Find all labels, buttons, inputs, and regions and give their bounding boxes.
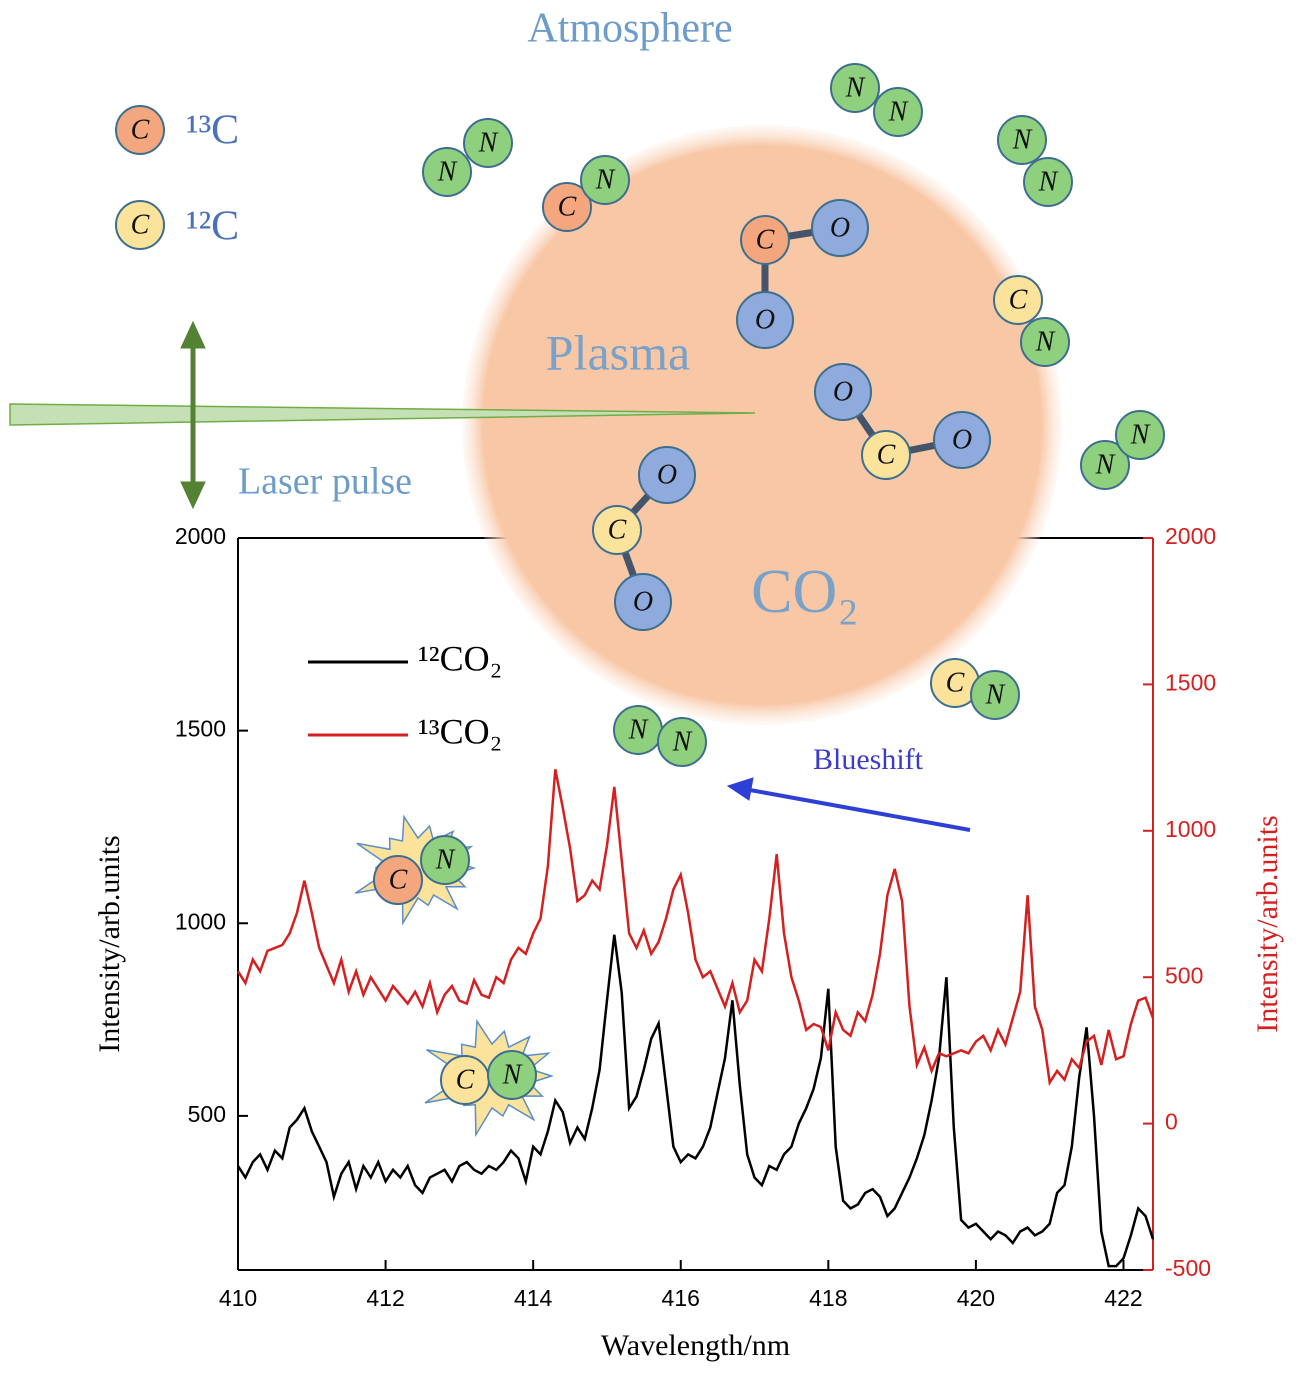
atom-label: N [1038, 166, 1059, 197]
atom-label: C [131, 209, 150, 240]
atom-label: N [985, 679, 1006, 710]
atom-label: O [755, 304, 775, 335]
atom-label: N [1035, 326, 1056, 357]
y2-tick-label: 1000 [1165, 816, 1216, 842]
laser-label: Laser pulse [238, 461, 412, 503]
atom-label: C [389, 864, 408, 895]
atom-label: O [833, 376, 853, 407]
x-tick-label: 410 [219, 1285, 257, 1311]
x-tick-label: 414 [514, 1285, 553, 1311]
y2-tick-label: 0 [1165, 1109, 1178, 1135]
blueshift-label: Blueshift [813, 743, 924, 776]
atom-label: O [830, 212, 850, 243]
atom-label: C [1009, 284, 1028, 315]
atmosphere-label: Atmosphere [527, 6, 732, 52]
atom-label: N [595, 164, 616, 195]
y2-tick-label: -500 [1165, 1255, 1211, 1281]
x-axis-title: Wavelength/nm [601, 1329, 790, 1362]
x-tick-label: 418 [809, 1285, 847, 1311]
y2-tick-label: 500 [1165, 962, 1203, 988]
atom-label: N [1130, 419, 1151, 450]
y-tick-label: 1000 [175, 908, 226, 934]
figure: 410 412 414 416 418 420 422 500 1000 1500 2000 -500… [0, 0, 1300, 1380]
x-tick-label: 422 [1104, 1285, 1142, 1311]
legend-13c: ¹³C [186, 108, 239, 154]
atom-label: C [877, 439, 896, 470]
atom-label: N [672, 726, 693, 757]
legend-label: ¹³CO₂ [418, 711, 502, 751]
atom-label: C [131, 114, 150, 145]
atom-label: N [437, 156, 458, 187]
y-axis-title: Intensity/arb.units [93, 835, 126, 1052]
atom-label: C [456, 1064, 475, 1095]
atom-label: C [558, 191, 577, 222]
legend-12c: ¹²C [186, 204, 239, 250]
plasma-label: Plasma [546, 324, 690, 380]
atom-label: N [845, 72, 866, 103]
y-tick-label: 500 [188, 1101, 226, 1127]
y-tick-label: 1500 [175, 716, 226, 742]
x-tick-label: 412 [366, 1285, 404, 1311]
atom-label: N [1095, 449, 1116, 480]
atom-label: N [435, 844, 456, 875]
x-tick-label: 416 [662, 1285, 700, 1311]
atom-label: O [952, 424, 972, 455]
y2-axis-title: Intensity/arb.units [1251, 815, 1284, 1032]
atom-label: C [608, 514, 627, 545]
atom-label: N [502, 1059, 523, 1090]
atom-label: N [628, 714, 649, 745]
atom-label: N [478, 127, 499, 158]
atom-label: C [756, 224, 775, 255]
atom-label: N [888, 96, 909, 127]
atom-label: O [633, 586, 653, 617]
y-tick-label: 2000 [175, 523, 226, 549]
y2-tick-label: 2000 [1165, 523, 1216, 549]
legend-label: ¹²CO₂ [418, 638, 502, 678]
atom-label: O [657, 459, 677, 490]
series-line [238, 769, 1153, 1082]
co2-label: CO₂ [751, 558, 859, 626]
x-tick-label: 420 [957, 1285, 995, 1311]
atom-label: N [1012, 124, 1033, 155]
atom-label: C [946, 667, 965, 698]
y2-tick-label: 1500 [1165, 669, 1216, 695]
blueshift-arrow [728, 778, 970, 830]
